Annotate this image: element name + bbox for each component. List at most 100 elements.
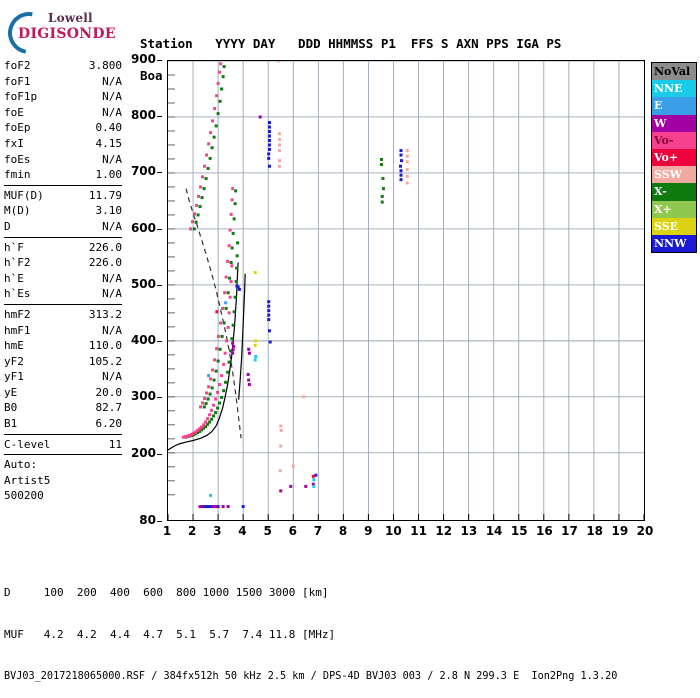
param-row-b0: B0 82.7 — [4, 400, 122, 416]
y-tick-800: 800 — [130, 108, 156, 123]
param-row-he: h`E N/A — [4, 271, 122, 287]
x-tick-15: 15 — [510, 524, 528, 538]
x-tick-1: 1 — [162, 524, 172, 538]
y-tick-mark — [157, 116, 162, 118]
param-key: h`Es — [4, 287, 31, 301]
legend-item-nnw[interactable]: NNW — [652, 234, 696, 253]
y-tick-400: 400 — [130, 333, 156, 348]
legend-item-noval[interactable]: NoVal — [652, 63, 696, 81]
direction-legend[interactable]: NoVal NNE E W Vo- Vo+ SSW X- X+ SSE NNW — [651, 62, 697, 254]
param-row-fmin: fmin 1.00 — [4, 167, 122, 183]
param-row-hf2: h`F2 226.0 — [4, 255, 122, 271]
param-key: hmE — [4, 339, 24, 353]
ionogram-plot-svg — [168, 61, 644, 520]
param-key: h`F — [4, 240, 24, 254]
x-tick-2: 2 — [187, 524, 197, 538]
x-tick-16: 16 — [536, 524, 553, 538]
param-key: B0 — [4, 401, 18, 415]
series-sse-scatter — [253, 271, 258, 347]
param-row-fof2: foF2 3.800 — [4, 58, 122, 74]
param-key: fxI — [4, 136, 24, 150]
param-auto-code: 500200 — [4, 489, 44, 503]
legend-item-vo[interactable]: Vo- — [652, 131, 696, 149]
legend-item-vo[interactable]: Vo+ — [652, 148, 696, 167]
x-tick-12: 12 — [435, 524, 453, 538]
param-key: yF1 — [4, 370, 24, 384]
x-tick-6: 6 — [288, 524, 297, 538]
y-tick-mark — [157, 453, 162, 455]
grid-lines — [168, 61, 644, 520]
station-header-labels: Station YYYY DAY DDD HHMMSS P1 FFS S AXN… — [140, 36, 562, 51]
param-row-b1: B1 6.20 — [4, 416, 122, 432]
param-value: 3.10 — [95, 204, 123, 218]
param-row-md: M(D) 3.10 — [4, 203, 122, 219]
y-tick-80: 80 — [139, 513, 156, 527]
legend-item-x[interactable]: X+ — [652, 200, 696, 218]
logo-digisonde-text: DIGISONDE — [18, 26, 116, 42]
lowell-digisonde-logo: Lowell DIGISONDE — [0, 3, 118, 63]
legend-item-w[interactable]: W — [652, 114, 696, 132]
y-tick-mark — [157, 172, 162, 174]
x-tick-14: 14 — [485, 524, 503, 538]
param-key: B1 — [4, 417, 18, 431]
legend-item-sse[interactable]: SSE — [652, 217, 696, 235]
y-tick-mark — [157, 341, 162, 343]
param-row-fof1p: foF1p N/A — [4, 89, 122, 105]
y-tick-900: 900 — [130, 52, 156, 66]
footer-distance-row: D 100 200 400 600 800 1000 1500 3000 [km… — [4, 586, 329, 599]
param-value: 313.2 — [88, 307, 122, 321]
param-key: yF2 — [4, 354, 24, 368]
param-row-d: D N/A — [4, 219, 122, 235]
param-divider — [4, 454, 122, 456]
y-tick-300: 300 — [130, 389, 156, 404]
param-row-hmf2: hmF2 313.2 — [4, 307, 122, 323]
legend-item-ssw[interactable]: SSW — [652, 166, 696, 184]
param-row-clevel: C-level 11 — [4, 437, 122, 453]
param-value: 110.0 — [88, 339, 122, 353]
param-key: M(D) — [4, 204, 31, 218]
x-tick-20: 20 — [636, 524, 654, 538]
footer-text: D 100 200 400 600 800 1000 1500 3000 [km… — [4, 558, 617, 698]
series-nne-scatter — [209, 355, 316, 497]
ionogram-plot-area[interactable] — [167, 60, 645, 521]
param-value: 20.0 — [95, 385, 123, 399]
param-row-fof1: foF1 N/A — [4, 74, 122, 90]
param-value: N/A — [102, 90, 122, 104]
param-row-yf2: yF2 105.2 — [4, 354, 122, 370]
param-value: 105.2 — [88, 354, 122, 368]
param-key: h`F2 — [4, 256, 31, 270]
y-tick-200: 200 — [130, 445, 156, 460]
param-key: foEs — [4, 152, 31, 166]
series-x-trace-vo- — [182, 62, 235, 439]
param-row-foes: foEs N/A — [4, 152, 122, 168]
param-value: 226.0 — [88, 240, 122, 254]
x-tick-10: 10 — [385, 524, 402, 538]
series-w-scatter — [198, 115, 315, 509]
legend-item-x[interactable]: X- — [652, 183, 696, 201]
param-row-hes: h`Es N/A — [4, 286, 122, 302]
y-tick-mark — [157, 397, 162, 399]
x-tick-3: 3 — [213, 524, 222, 538]
y-axis-labels: 80 200 300 400 500 600 700 800 900 — [118, 52, 162, 527]
param-divider — [4, 433, 122, 435]
logo-lowell-text: Lowell — [48, 11, 93, 25]
param-key: foF1p — [4, 90, 38, 104]
param-key: yE — [4, 385, 18, 399]
param-row-ye: yE 20.0 — [4, 385, 122, 401]
series-e-scatter — [207, 301, 228, 378]
x-tick-7: 7 — [313, 524, 323, 538]
param-row-hme: hmE 110.0 — [4, 338, 122, 354]
legend-item-e[interactable]: E — [652, 97, 696, 115]
y-tick-mark — [157, 60, 162, 61]
y-tick-500: 500 — [130, 276, 156, 291]
ionogram-parameter-table: foF2 3.800 foF1 N/A foF1p N/A foE N/A foEp 0.40 fx… — [4, 58, 122, 504]
param-auto-label: Auto: — [4, 458, 38, 472]
x-tick-18: 18 — [586, 524, 604, 538]
series-nnw-scatter — [202, 121, 403, 509]
param-row-yf1: yF1 N/A — [4, 369, 122, 385]
x-tick-9: 9 — [364, 524, 373, 538]
legend-item-nne[interactable]: NNE — [652, 80, 696, 98]
x-tick-11: 11 — [410, 524, 427, 538]
x-axis-labels: 1 2 3 4 5 6 7 8 9 10 11 12 13 14 15 16 17 18 19 20 — [163, 524, 654, 542]
param-divider — [4, 236, 122, 238]
